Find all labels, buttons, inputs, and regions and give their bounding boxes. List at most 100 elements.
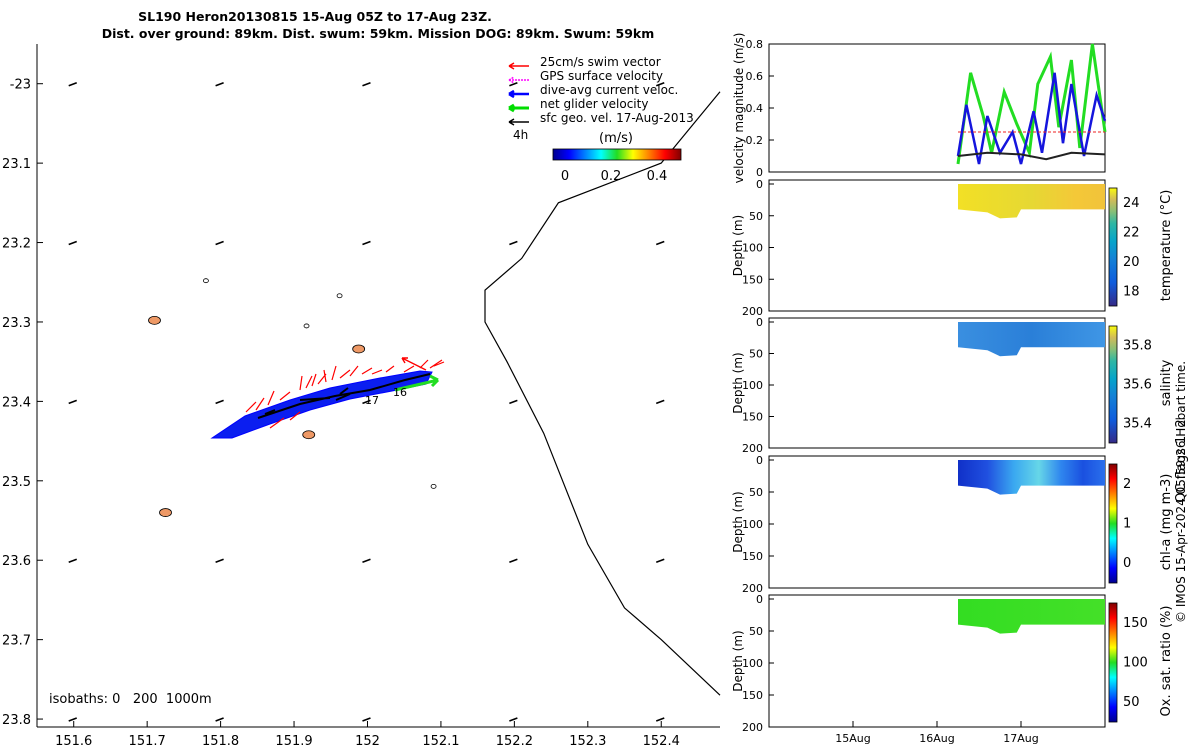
geo-vector-arrow (68, 558, 78, 563)
velocity-y-tick-label: 0 (756, 166, 763, 179)
geo-vector-arrow (215, 558, 224, 563)
legend-label-sfc-geo: sfc geo. vel. 17-Aug-2013 (540, 111, 694, 125)
speed-colorbar (552, 148, 682, 161)
geo-vector-arrow (655, 399, 665, 405)
map-legend: 25cm/s swim vector GPS surface velocity … (508, 55, 694, 184)
depth-tick-label: 150 (742, 689, 763, 702)
colorbar-label: Ox. sat. ratio (%) (1159, 606, 1174, 717)
geo-vector-arrow (215, 399, 224, 405)
geo-vector-arrow (362, 240, 371, 246)
geo-vector-arrow (655, 558, 665, 563)
map-x-ticks: 151.6 151.7 151.8 151.9 152 152.1 152.2 152.3 15… (55, 721, 680, 749)
section-data-band (958, 599, 1105, 634)
map-y-tick-label: 23.4 (2, 395, 31, 410)
colorbar-tick-label: 100 (1123, 656, 1148, 671)
section-data-band (958, 184, 1105, 219)
section-panel-3: 0 50 100 150 200 Depth (m) 50 100 150 Ox. sat. ra… (731, 593, 1174, 734)
legend-label-swim-vector: 25cm/s swim vector (540, 55, 661, 69)
time-tick-label: 17Aug (1003, 732, 1038, 745)
colorbar-label: chl-a (mg m-3) (1159, 474, 1174, 571)
geo-vector-arrow (509, 81, 518, 87)
map-title-line2: Dist. over ground: 89km. Dist. swum: 59k… (102, 26, 655, 41)
depth-tick-label: 100 (742, 518, 763, 531)
geostrophic-vectors (68, 81, 665, 722)
geo-vector-arrow (362, 81, 371, 87)
colorbar-label: salinity (1159, 359, 1174, 406)
map-x-tick-label: 151.9 (275, 734, 312, 749)
geo-vector-arrow (509, 558, 518, 563)
depth-ylabel: Depth (m) (731, 491, 745, 552)
time-axis-ticks: 15Aug 16Aug 17Aug (835, 721, 1039, 745)
map-y-tick-label: 23.7 (2, 634, 31, 649)
map-y-tick-label: 23.6 (2, 554, 31, 569)
legend-label-net-glider: net glider velocity (540, 97, 648, 111)
depth-tick-label: 50 (749, 625, 763, 638)
time-tick-label: 16Aug (919, 732, 954, 745)
legend-time-label: 4h (513, 128, 528, 142)
geo-vector-arrow (68, 240, 78, 246)
depth-tick-label: 150 (742, 550, 763, 563)
swim-vector-arrow (401, 357, 427, 371)
depth-ylabel: Depth (m) (731, 630, 745, 691)
velocity-y-tick-label: 0.4 (746, 102, 764, 115)
map-x-tick-label: 151.7 (129, 734, 166, 749)
geo-vector-arrow (68, 717, 78, 722)
map-x-tick-label: 151.6 (55, 734, 92, 749)
velocity-panel-frame (768, 43, 1106, 173)
map-x-tick-label: 152.2 (496, 734, 533, 749)
geo-vector-arrow (509, 717, 518, 722)
legend-swatch-swim-vector (508, 62, 529, 70)
section-panel-1: 0 50 100 150 200 Depth (m) 35.4 35.6 35.8 salinit… (731, 316, 1174, 455)
section-panel-2: 0 50 100 150 200 Depth (m) 0 1 2 chl-a (mg m-3) (731, 454, 1174, 595)
geo-vector-arrow (362, 399, 371, 405)
glider-track: 17 16 (210, 357, 445, 439)
colorbar (1108, 463, 1118, 584)
depth-tick-label: 50 (749, 486, 763, 499)
depth-tick-label: 200 (742, 582, 763, 595)
colorbar (1108, 602, 1118, 723)
sfc-geo-velocity-path (257, 373, 431, 419)
geo-vector-arrow (509, 240, 518, 246)
map-y-tick-label: -23 (10, 78, 31, 93)
depth-tick-label: 100 (742, 379, 763, 392)
coastline (484, 91, 721, 696)
depth-tick-label: 150 (742, 273, 763, 286)
map-y-tick-label: 23.8 (2, 713, 31, 728)
legend-swatch-gps-velocity (508, 76, 529, 84)
speed-colorbar-tick-0.4: 0.4 (647, 169, 668, 184)
section-data-band (958, 460, 1105, 495)
colorbar-tick-label: 0 (1123, 556, 1131, 571)
colorbar-tick-label: 1 (1123, 517, 1131, 532)
velocity-series-0 (956, 43, 1107, 165)
map-x-tick-label: 152.1 (422, 734, 459, 749)
velocity-y-tick-label: 0.2 (746, 134, 764, 147)
swim-vector-cluster (245, 359, 445, 429)
map-x-tick-label: 152.4 (643, 734, 680, 749)
isobaths-label: isobaths: 0 200 1000m (49, 692, 212, 707)
island-5 (430, 483, 437, 489)
velocity-ylabel: velocity magnitude (m/s) (732, 33, 746, 184)
island-6 (159, 508, 172, 517)
geo-vector-arrow (68, 81, 78, 87)
velocity-y-tick-label: 0.6 (746, 70, 764, 83)
velocity-y-tick-label: 0.8 (746, 38, 764, 51)
map-y-tick-label: 23.2 (2, 237, 31, 252)
colorbar-tick-label: 18 (1123, 284, 1140, 299)
geo-vector-arrow (215, 717, 224, 722)
geo-vector-arrow (655, 240, 665, 246)
velocity-series-3 (957, 151, 1106, 161)
colorbar-tick-label: 22 (1123, 225, 1140, 240)
geo-vector-arrow (655, 717, 665, 722)
colorbar-tick-label: 35.6 (1123, 378, 1152, 393)
colorbar-tick-label: 24 (1123, 196, 1140, 211)
depth-tick-label: 0 (756, 593, 763, 606)
depth-tick-label: 100 (742, 242, 763, 255)
legend-swatch-dive-avg (508, 89, 529, 99)
colorbar-tick-label: 35.4 (1123, 417, 1152, 432)
map-y-tick-label: 23.1 (2, 157, 31, 172)
island-3 (352, 344, 366, 354)
depth-tick-label: 100 (742, 657, 763, 670)
colorbar-tick-label: 150 (1123, 616, 1148, 631)
